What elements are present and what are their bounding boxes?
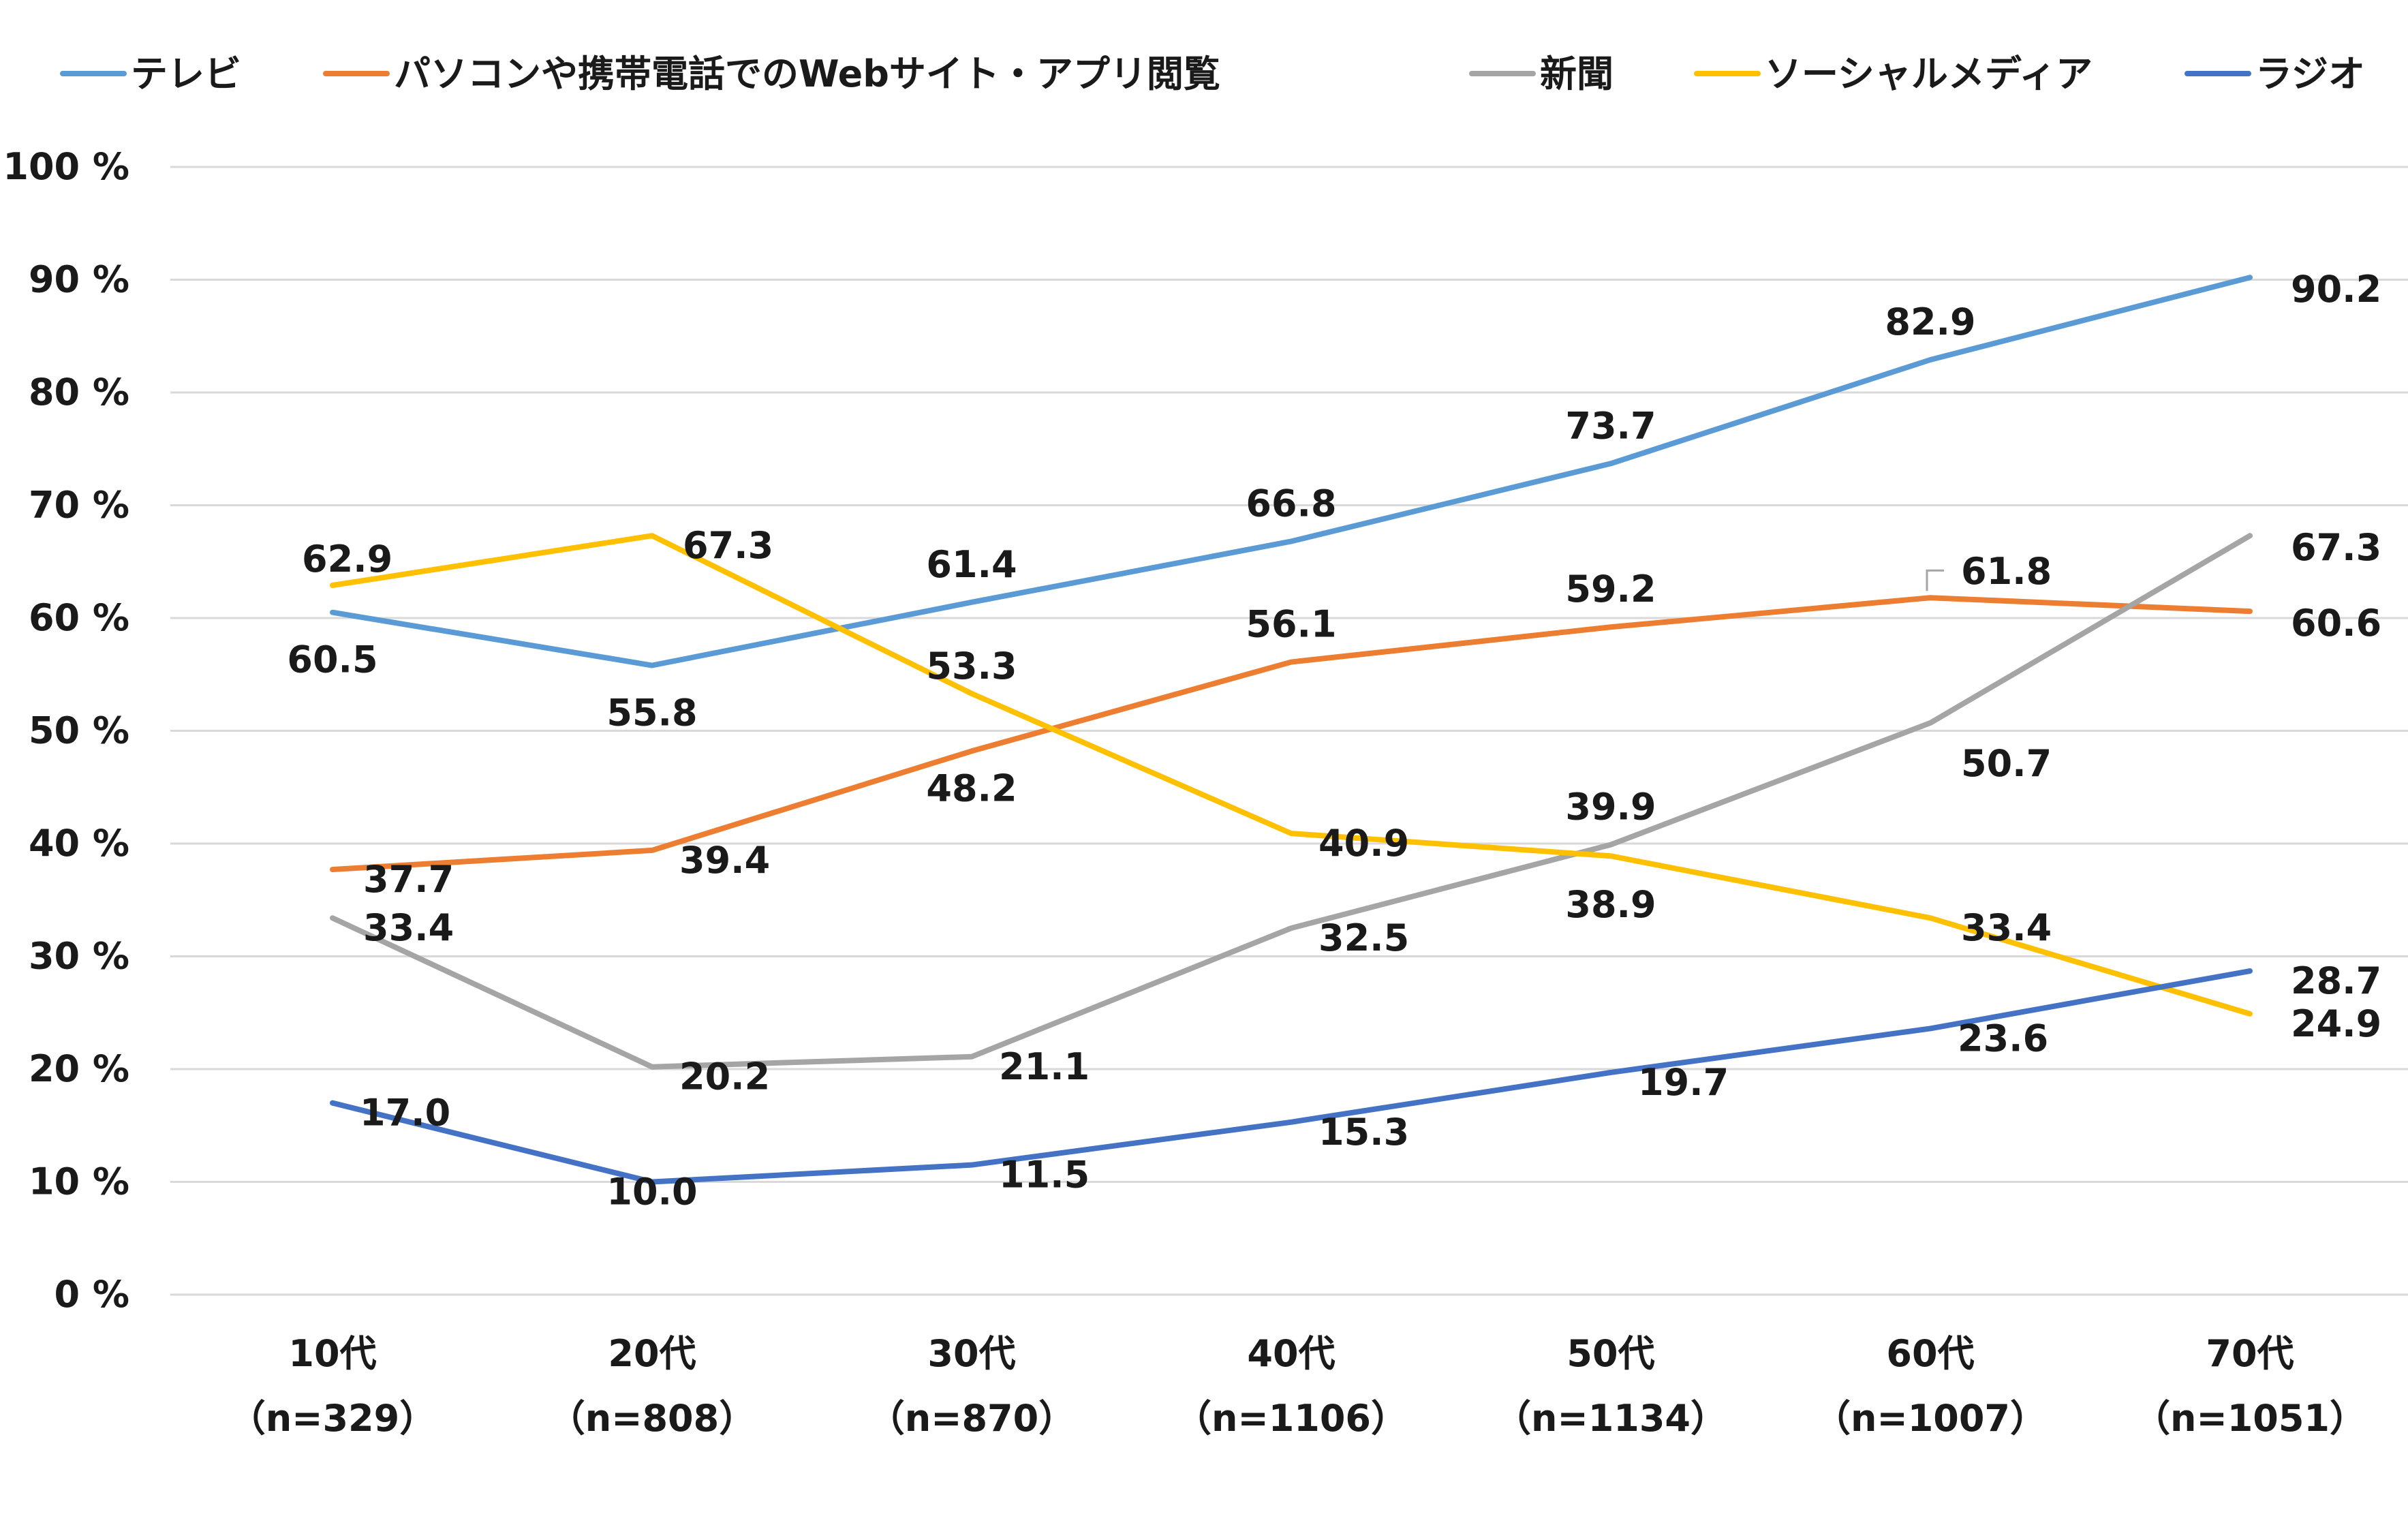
series-line-4 (330, 968, 2253, 1185)
x-tick-label: 70代 (2206, 1332, 2294, 1375)
data-label: 20.2 (679, 1055, 770, 1098)
data-label: 82.9 (1885, 300, 1975, 343)
data-label: 15.3 (1318, 1111, 1409, 1154)
data-label: 21.1 (999, 1045, 1090, 1088)
series-line-2 (330, 533, 2253, 1070)
legend-label: テレビ (131, 52, 241, 95)
x-tick-label: 40代 (1247, 1332, 1335, 1375)
series-line-3 (330, 533, 2253, 1017)
x-tick-sublabel: （n=1134） (1494, 1397, 1727, 1440)
data-label: 50.7 (1961, 742, 2052, 785)
legend: テレビ パソコンや携帯電話でのWebサイト・アプリ閲覧 新聞 ソーシャルメディア ラジオ (60, 52, 2365, 95)
data-label: 61.8 (1961, 550, 2052, 593)
series-lines (330, 275, 2253, 1185)
y-tick-label: 100 % (3, 145, 129, 188)
data-label: 90.2 (2291, 268, 2381, 311)
data-label: 60.5 (287, 638, 377, 681)
gridlines (170, 166, 2408, 1296)
data-label: 11.5 (999, 1154, 1090, 1197)
data-label: 67.3 (683, 524, 773, 567)
series-line-0 (330, 275, 2253, 668)
data-label: 48.2 (926, 767, 1017, 809)
series-line-1 (330, 595, 2253, 873)
y-tick-label: 80 % (29, 371, 129, 414)
data-label: 19.7 (1638, 1061, 1729, 1104)
data-label: 40.9 (1318, 822, 1409, 865)
legend-label: パソコンや携帯電話でのWebサイト・アプリ閲覧 (394, 52, 1220, 95)
y-tick-label: 40 % (29, 822, 129, 865)
data-label: 73.7 (1565, 404, 1656, 447)
data-label: 33.4 (363, 906, 454, 949)
x-tick-sublabel: （n=329） (229, 1397, 436, 1440)
data-label: 38.9 (1565, 883, 1656, 926)
y-axis: 0 % 10 % 20 % 30 % 40 % 50 % 60 % 70 % 80 % 90 % 1… (3, 145, 129, 1316)
data-label: 67.3 (2291, 526, 2381, 569)
x-tick-label: 30代 (927, 1332, 1015, 1375)
data-label: 32.5 (1318, 916, 1409, 959)
y-tick-label: 0 % (55, 1273, 129, 1316)
data-label: 61.4 (926, 543, 1017, 586)
x-axis: 10代 （n=329） 20代 （n=808） 30代 （n=870） 40代 （n=1106… (229, 1332, 2366, 1440)
x-tick-sublabel: （n=808） (549, 1397, 756, 1440)
data-label: 53.3 (926, 645, 1017, 688)
y-tick-label: 20 % (29, 1047, 129, 1090)
data-label: 37.7 (363, 858, 454, 901)
y-tick-label: 10 % (29, 1160, 129, 1203)
y-tick-label: 90 % (29, 258, 129, 301)
data-label: 23.6 (1958, 1017, 2048, 1060)
legend-label: 新聞 (1540, 52, 1614, 95)
data-label: 28.7 (2291, 959, 2381, 1002)
x-tick-sublabel: （n=1051） (2133, 1397, 2366, 1440)
data-label: 17.0 (360, 1092, 450, 1135)
data-labels: 60.5 55.8 61.4 66.8 73.7 82.9 90.2 37.7 39.4 48.2… (287, 268, 2381, 1213)
data-label: 55.8 (606, 692, 697, 735)
data-label: 33.4 (1961, 906, 2052, 949)
legend-label: ラジオ (2255, 52, 2365, 95)
data-label: 10.0 (606, 1171, 697, 1214)
label-leader-line (1926, 569, 1944, 591)
x-tick-sublabel: （n=1106） (1175, 1397, 1408, 1440)
x-tick-label: 10代 (288, 1332, 376, 1375)
y-tick-label: 30 % (29, 935, 129, 978)
data-label: 66.8 (1246, 482, 1336, 525)
data-label: 60.6 (2291, 602, 2381, 645)
data-label: 62.9 (302, 538, 392, 581)
data-label: 59.2 (1565, 568, 1656, 611)
x-tick-label: 60代 (1886, 1332, 1974, 1375)
x-tick-label: 20代 (608, 1332, 696, 1375)
data-label: 39.4 (679, 839, 770, 882)
y-tick-label: 50 % (29, 709, 129, 752)
x-tick-sublabel: （n=870） (868, 1397, 1075, 1440)
x-tick-label: 50代 (1566, 1332, 1654, 1375)
data-label: 56.1 (1246, 603, 1336, 646)
y-tick-label: 60 % (29, 596, 129, 639)
data-label: 39.9 (1565, 786, 1656, 829)
x-tick-sublabel: （n=1007） (1814, 1397, 2047, 1440)
y-tick-label: 70 % (29, 484, 129, 527)
legend-label: ソーシャルメディア (1765, 52, 2093, 95)
data-label: 24.9 (2291, 1002, 2381, 1045)
